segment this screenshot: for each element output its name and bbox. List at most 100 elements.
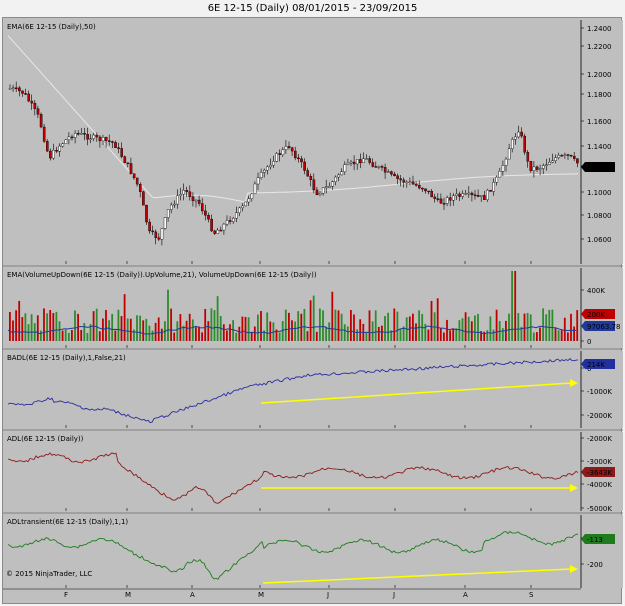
volume-bar	[142, 320, 145, 341]
volume-bar	[545, 314, 548, 341]
volume-bar	[554, 328, 557, 341]
volume-bar	[576, 310, 579, 341]
volume-bar	[222, 324, 225, 341]
volume-bar	[170, 308, 172, 341]
candle	[315, 186, 319, 196]
panel-label-volume: EMA(VolumeUpDown(6E 12-15 (Daily)).UpVol…	[7, 271, 317, 279]
candle	[529, 161, 533, 173]
candle	[576, 158, 579, 168]
candle	[377, 165, 381, 170]
adlt-current-badge-text: -113	[587, 536, 603, 544]
volume-bar	[381, 325, 383, 341]
candle	[421, 187, 424, 192]
candle	[284, 139, 288, 154]
candle	[414, 181, 418, 187]
candle	[396, 173, 399, 185]
volume-bar	[80, 329, 83, 341]
panel-adlt[interactable]	[3, 515, 623, 588]
candle	[247, 195, 251, 206]
volume-bar	[291, 320, 293, 341]
panel-label-price: EMA(6E 12-15 (Daily),50)	[7, 23, 96, 31]
volume-bar	[36, 315, 39, 341]
volume-bar	[64, 329, 67, 341]
volume-bar	[452, 328, 455, 341]
candle	[492, 178, 496, 196]
volume-bar	[9, 311, 11, 341]
candle	[318, 190, 322, 197]
candle	[216, 227, 220, 234]
candle	[551, 153, 554, 163]
volume-bar	[244, 316, 247, 341]
candle	[449, 192, 452, 207]
volume-bar	[390, 330, 393, 341]
adlt-axis-tick: -200	[587, 561, 603, 569]
volume-bar	[415, 323, 417, 341]
volume-bar	[281, 321, 284, 341]
price-current-badge-text: 1.1218	[587, 164, 612, 172]
candle	[542, 163, 545, 175]
volume-bar	[204, 308, 207, 341]
volume-bar	[536, 332, 538, 341]
volume-bar	[539, 327, 541, 341]
volume-bar	[396, 311, 399, 341]
volume-bar	[474, 315, 476, 341]
candle	[61, 142, 65, 148]
price-axis-tick: 1.0600	[587, 236, 612, 244]
volume-bar	[542, 308, 544, 341]
volume-bar	[328, 322, 331, 341]
candle	[244, 201, 248, 207]
panel-price[interactable]	[3, 20, 623, 264]
candle	[225, 215, 229, 227]
volume-bar	[489, 316, 492, 341]
volume-bar	[30, 314, 33, 341]
candle	[210, 214, 213, 233]
candle	[538, 164, 542, 176]
price-current-badge: 1.1218	[581, 162, 615, 172]
candle	[520, 127, 523, 139]
badl-line	[7, 357, 579, 423]
volume-bar	[551, 309, 554, 341]
chart-canvas[interactable]: EMA(6E 12-15 (Daily),50) EMA(VolumeUpDown…	[3, 18, 623, 605]
badl-current-badge-text: 214K	[587, 361, 605, 369]
volume-bar	[98, 331, 101, 341]
candle	[21, 90, 24, 97]
volume-badge-200k-text: 200K	[587, 311, 605, 319]
volume-badge-ema-text: 97063.78	[587, 323, 620, 331]
candle	[325, 179, 328, 194]
candle	[352, 155, 356, 171]
candle	[464, 189, 468, 196]
volume-bar	[377, 326, 380, 341]
candle	[321, 187, 325, 196]
volume-bar	[160, 328, 163, 341]
candle	[142, 190, 145, 206]
panel-adl[interactable]	[3, 432, 623, 511]
volume-bar	[508, 313, 510, 341]
candle	[163, 217, 167, 230]
candle	[52, 143, 55, 160]
x-axis-month-label: M	[125, 591, 131, 599]
chart-frame[interactable]: EMA(6E 12-15 (Daily),50) EMA(VolumeUpDown…	[2, 17, 623, 605]
volume-bar	[216, 296, 219, 341]
candle	[188, 185, 192, 201]
volume-bar	[167, 289, 169, 341]
volume-bar	[139, 315, 141, 341]
candle	[138, 182, 142, 198]
volume-bar	[455, 328, 458, 341]
candle	[120, 142, 123, 159]
volume-bar	[294, 321, 296, 341]
candle	[548, 158, 551, 165]
volume-bar	[430, 300, 433, 341]
candle	[486, 188, 489, 202]
candle	[101, 134, 105, 145]
adl-current-badge: -3643K	[581, 467, 615, 477]
volume-bar	[343, 324, 346, 341]
candle	[452, 193, 455, 206]
candle	[235, 206, 238, 223]
candle	[328, 182, 331, 188]
volume-bar	[247, 317, 250, 341]
volume-bar	[368, 310, 371, 341]
volume-bar	[402, 326, 405, 341]
candle	[95, 132, 99, 142]
panel-badl[interactable]	[3, 351, 623, 428]
volume-bar	[179, 314, 182, 341]
